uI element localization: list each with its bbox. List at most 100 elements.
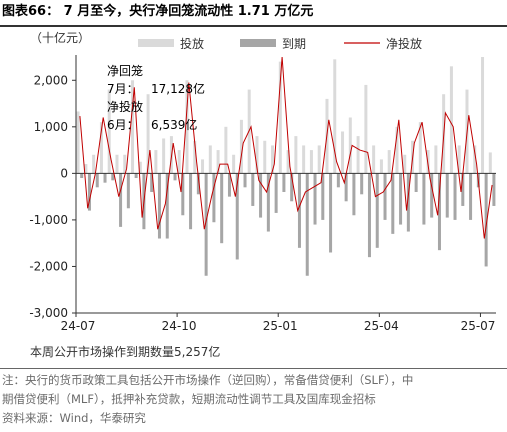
investment-bar	[239, 119, 243, 174]
investment-bar	[216, 150, 220, 174]
maturity-bar	[290, 173, 294, 202]
investment-bar	[201, 159, 205, 174]
maturity-bars	[80, 173, 496, 276]
maturity-bar	[126, 173, 130, 209]
note-line-1: 注：央行的货币政策工具包括公开市场操作（逆回购），常备借贷便利（SLF），中	[2, 373, 414, 387]
investment-bar	[185, 80, 189, 174]
y-tick-label: -3,000	[29, 306, 68, 320]
investment-bar	[146, 94, 150, 174]
legend-investment-swatch	[138, 39, 174, 47]
investment-bar	[379, 159, 383, 174]
maturity-bar	[259, 173, 263, 218]
maturity-bar	[297, 173, 301, 248]
investment-bar	[278, 61, 282, 174]
maturity-bar	[251, 173, 255, 206]
legend-net-label: 净投放	[386, 36, 422, 51]
x-tick-label: 24-07	[61, 319, 96, 333]
maturity-bar	[453, 173, 457, 220]
net-investment-line	[79, 56, 493, 239]
maturity-bar	[119, 173, 123, 227]
maturity-bar	[329, 173, 333, 253]
source-line: 资料来源：Wind，华泰研究	[2, 411, 146, 425]
chart-svg: -3,000 -2,000 -1,000 0 1,000 2,000 24-07 24-10…	[29, 30, 496, 359]
investment-bar	[154, 150, 158, 174]
maturity-bar	[492, 173, 496, 206]
investment-bar	[123, 154, 127, 174]
investment-bar	[84, 164, 88, 174]
maturity-bar	[181, 173, 185, 216]
investment-bar	[138, 161, 142, 174]
investment-bar	[317, 145, 321, 174]
maturity-bar	[437, 173, 441, 251]
note-line-2: 期借贷便利（MLF），抵押补充贷款，短期流动性调节工具及国库现金招标	[2, 392, 376, 406]
maturity-bar	[375, 173, 379, 248]
investment-bar	[387, 150, 391, 174]
investment-bar	[131, 80, 135, 174]
investment-bar	[193, 140, 197, 174]
maturity-bar	[157, 173, 161, 239]
maturity-bar	[383, 173, 387, 220]
axes	[72, 55, 496, 317]
maturity-bar	[414, 173, 418, 192]
maturity-bar	[305, 173, 309, 276]
investment-bar	[76, 111, 80, 174]
maturity-bar	[173, 173, 177, 181]
maturity-bar	[95, 173, 99, 188]
chart-title: 图表66： 7 月至今，央行净回笼流动性 1.71 万亿元	[2, 4, 314, 19]
investment-bar	[473, 145, 477, 174]
investment-bar	[302, 145, 306, 174]
maturity-bar	[461, 173, 465, 206]
investment-bar	[341, 131, 345, 174]
investment-bar	[348, 117, 352, 174]
investment-bar	[333, 59, 337, 174]
investment-bar	[208, 145, 212, 174]
x-tick-label: 25-04	[364, 319, 399, 333]
y-tick-label: -2,000	[29, 259, 68, 273]
maturity-bar	[165, 173, 169, 239]
maturity-bar	[87, 173, 91, 211]
annotation-net-invest-label: 净投放	[107, 99, 143, 114]
maturity-bar	[282, 173, 286, 192]
investment-bar	[372, 145, 376, 174]
investment-bar	[255, 136, 259, 174]
investment-bar	[457, 145, 461, 174]
maturity-bar	[274, 173, 278, 213]
maturity-bar	[391, 173, 395, 234]
maturity-bar	[344, 173, 348, 202]
maturity-bar	[227, 173, 231, 197]
investment-bar	[263, 140, 267, 174]
maturity-bar	[189, 173, 193, 230]
annotation-net-recall-label: 净回笼	[107, 63, 143, 78]
y-tick-label: 0	[60, 166, 68, 180]
legend-maturity-swatch	[240, 39, 276, 47]
investment-bar	[418, 122, 422, 174]
investment-bar	[224, 126, 228, 174]
annotation-net-recall-month: 7月：	[107, 82, 139, 96]
y-tick-label: 2,000	[34, 73, 68, 87]
maturity-bar	[367, 173, 371, 258]
annotation-net-invest-month: 6月：	[107, 118, 139, 132]
x-tick-label: 25-07	[461, 319, 496, 333]
legend-investment-label: 投放	[180, 36, 204, 51]
investment-bar	[162, 138, 166, 174]
investment-bar	[395, 126, 399, 174]
investment-bar	[99, 122, 103, 174]
maturity-bar	[80, 173, 84, 179]
maturity-bar	[321, 173, 325, 220]
legend: 投放 到期 净投放	[138, 36, 422, 51]
investment-bar	[271, 145, 275, 174]
maturity-bar	[422, 173, 426, 225]
unit-label: （十亿元）	[30, 30, 90, 45]
investment-bar	[177, 150, 181, 174]
maturity-bar	[150, 173, 154, 192]
maturity-bar	[336, 173, 340, 188]
investment-bar	[294, 136, 298, 174]
x-tick-labels: 24-07 24-10 25-01 25-04 25-07	[61, 319, 496, 333]
maturity-bar	[204, 173, 208, 276]
investment-bar	[92, 154, 96, 174]
investment-bar	[356, 136, 360, 174]
maturity-bar	[484, 173, 488, 267]
x-tick-label: 24-10	[162, 319, 197, 333]
investment-bar	[488, 152, 492, 174]
maturity-bar	[235, 173, 239, 260]
